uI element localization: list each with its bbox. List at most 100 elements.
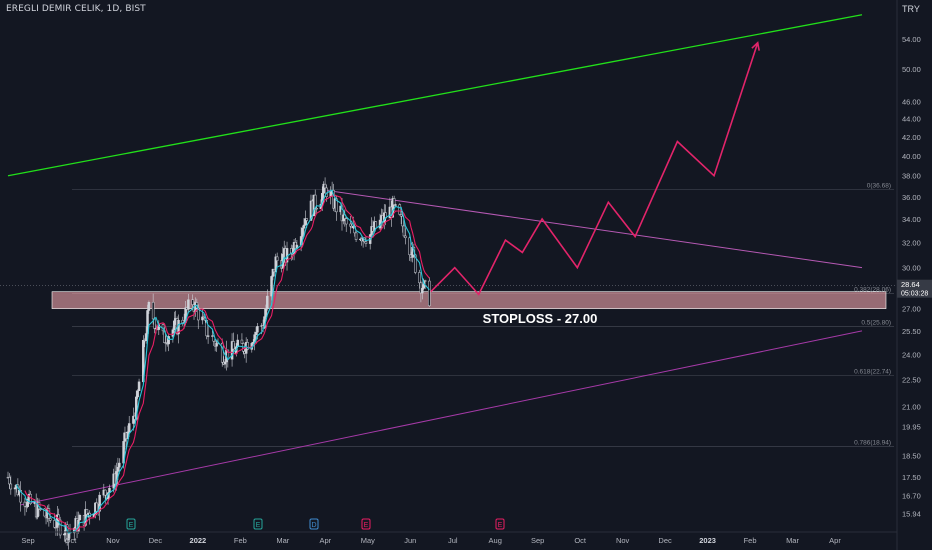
price-tick-label: 46.00: [902, 97, 921, 106]
candle-body: [98, 494, 101, 512]
candle-body: [271, 268, 275, 277]
fib-level-label: 0(36.68): [867, 182, 891, 189]
price-tick-label: 24.00: [902, 350, 921, 359]
currency-label: TRY: [902, 4, 920, 14]
trendlines[interactable]: [7, 14, 863, 506]
candlestick-series: [6, 177, 431, 550]
candle-body: [23, 501, 27, 507]
time-tick-label: 2022: [190, 536, 207, 545]
event-marker-frame: [309, 518, 319, 530]
time-tick-label: Mar: [786, 536, 799, 545]
candle-body: [173, 320, 176, 330]
price-tick-label: 17.50: [902, 473, 921, 482]
candle-body: [399, 214, 403, 217]
candle-body: [206, 335, 210, 337]
time-tick-label: Nov: [616, 536, 630, 545]
candle-body: [127, 423, 131, 433]
price-axis[interactable]: 54.00 50.00 46.00 44.00 42.00 40.00 38.00 36.00…: [896, 0, 932, 550]
time-tick-label: Oct: [65, 536, 78, 545]
time-tick-label: Jul: [448, 536, 458, 545]
projection-path[interactable]: [430, 41, 760, 296]
candle-body: [187, 299, 190, 310]
candle-body: [323, 183, 327, 189]
time-axis[interactable]: Sep Oct Nov Dec 2022 Feb Mar Apr May Jun Jul Aug Sep…: [0, 531, 897, 545]
price-tick-label: 42.00: [902, 133, 921, 142]
symbol-label[interactable]: EREGLI DEMIR CELIK, 1D, BIST: [6, 4, 146, 14]
candle-body: [266, 295, 269, 309]
fib-level-label: 0.5(25.80): [861, 319, 891, 326]
time-tick-label: May: [361, 536, 375, 545]
price-tick-label: 36.00: [902, 193, 921, 202]
candle-body: [404, 235, 407, 239]
stoploss-label: STOPLOSS - 27.00: [483, 311, 598, 326]
price-tick-label: 22.50: [902, 376, 921, 385]
lower-channel-trendline: [20, 330, 863, 506]
event-marker-letter: D: [311, 522, 316, 529]
candle-body: [421, 288, 424, 294]
event-marker-frame: [126, 518, 136, 530]
upper-channel-trendline: [7, 14, 863, 177]
price-tick-label: 16.70: [902, 491, 921, 500]
price-tick-label: 54.00: [902, 35, 921, 44]
time-tick-label: Sep: [21, 536, 34, 545]
price-tick-label: 15.94: [902, 510, 921, 519]
price-tick-label: 32.00: [902, 239, 921, 248]
time-tick-label: Apr: [319, 536, 331, 545]
candle-body: [215, 342, 218, 347]
candle-body: [374, 221, 378, 229]
time-tick-label: Oct: [574, 536, 587, 545]
candle-body: [26, 498, 29, 507]
candle-body: [167, 336, 170, 345]
time-tick-label: Aug: [489, 536, 502, 545]
event-marker-badge: E: [361, 518, 371, 530]
price-tick-label: 50.00: [902, 65, 921, 74]
time-tick-label: Dec: [149, 536, 163, 545]
price-tick-label: 19.95: [902, 422, 921, 431]
time-tick-label: Feb: [744, 536, 757, 545]
candle-body: [315, 208, 318, 210]
candle-body: [201, 316, 204, 321]
candle-body: [78, 514, 82, 521]
candle-body: [349, 223, 352, 227]
candle-body: [402, 225, 406, 237]
price-tick-label: 44.00: [902, 115, 921, 124]
candle-body: [220, 343, 224, 363]
candle-body: [147, 302, 151, 311]
candle-body: [301, 227, 304, 237]
candle-body: [63, 533, 66, 536]
candle-body: [321, 192, 324, 205]
candle-body: [146, 310, 149, 334]
candle-body: [49, 518, 52, 521]
event-marker-badge: E: [126, 518, 136, 530]
candle-body: [254, 331, 258, 335]
candle-body: [391, 198, 394, 218]
event-marker-frame: [253, 518, 263, 530]
candle-body: [419, 282, 423, 294]
candle-body: [394, 204, 397, 206]
support-zone[interactable]: [51, 291, 887, 309]
candle-body: [240, 339, 244, 344]
event-marker-frame: [361, 518, 371, 530]
candle-body: [171, 329, 175, 337]
candle-body: [428, 280, 431, 306]
candle-body: [364, 241, 368, 244]
candle-body: [95, 502, 99, 512]
candle-body: [132, 415, 135, 424]
time-tick-label: Jun: [404, 536, 416, 545]
candle-body: [230, 341, 234, 360]
candle-body: [202, 316, 206, 319]
ma-fast-line: [15, 189, 430, 534]
event-marker-letter: E: [498, 522, 503, 529]
event-marker-badge: D: [309, 518, 319, 530]
candle-body: [36, 502, 39, 518]
candle-body: [264, 308, 268, 317]
candle-body: [58, 519, 62, 536]
candle-body: [137, 381, 141, 392]
time-tick-label: Nov: [106, 536, 120, 545]
time-tick-label: Dec: [658, 536, 672, 545]
candle-body: [19, 490, 22, 503]
candle-body: [43, 508, 46, 517]
candle-body: [398, 204, 402, 215]
